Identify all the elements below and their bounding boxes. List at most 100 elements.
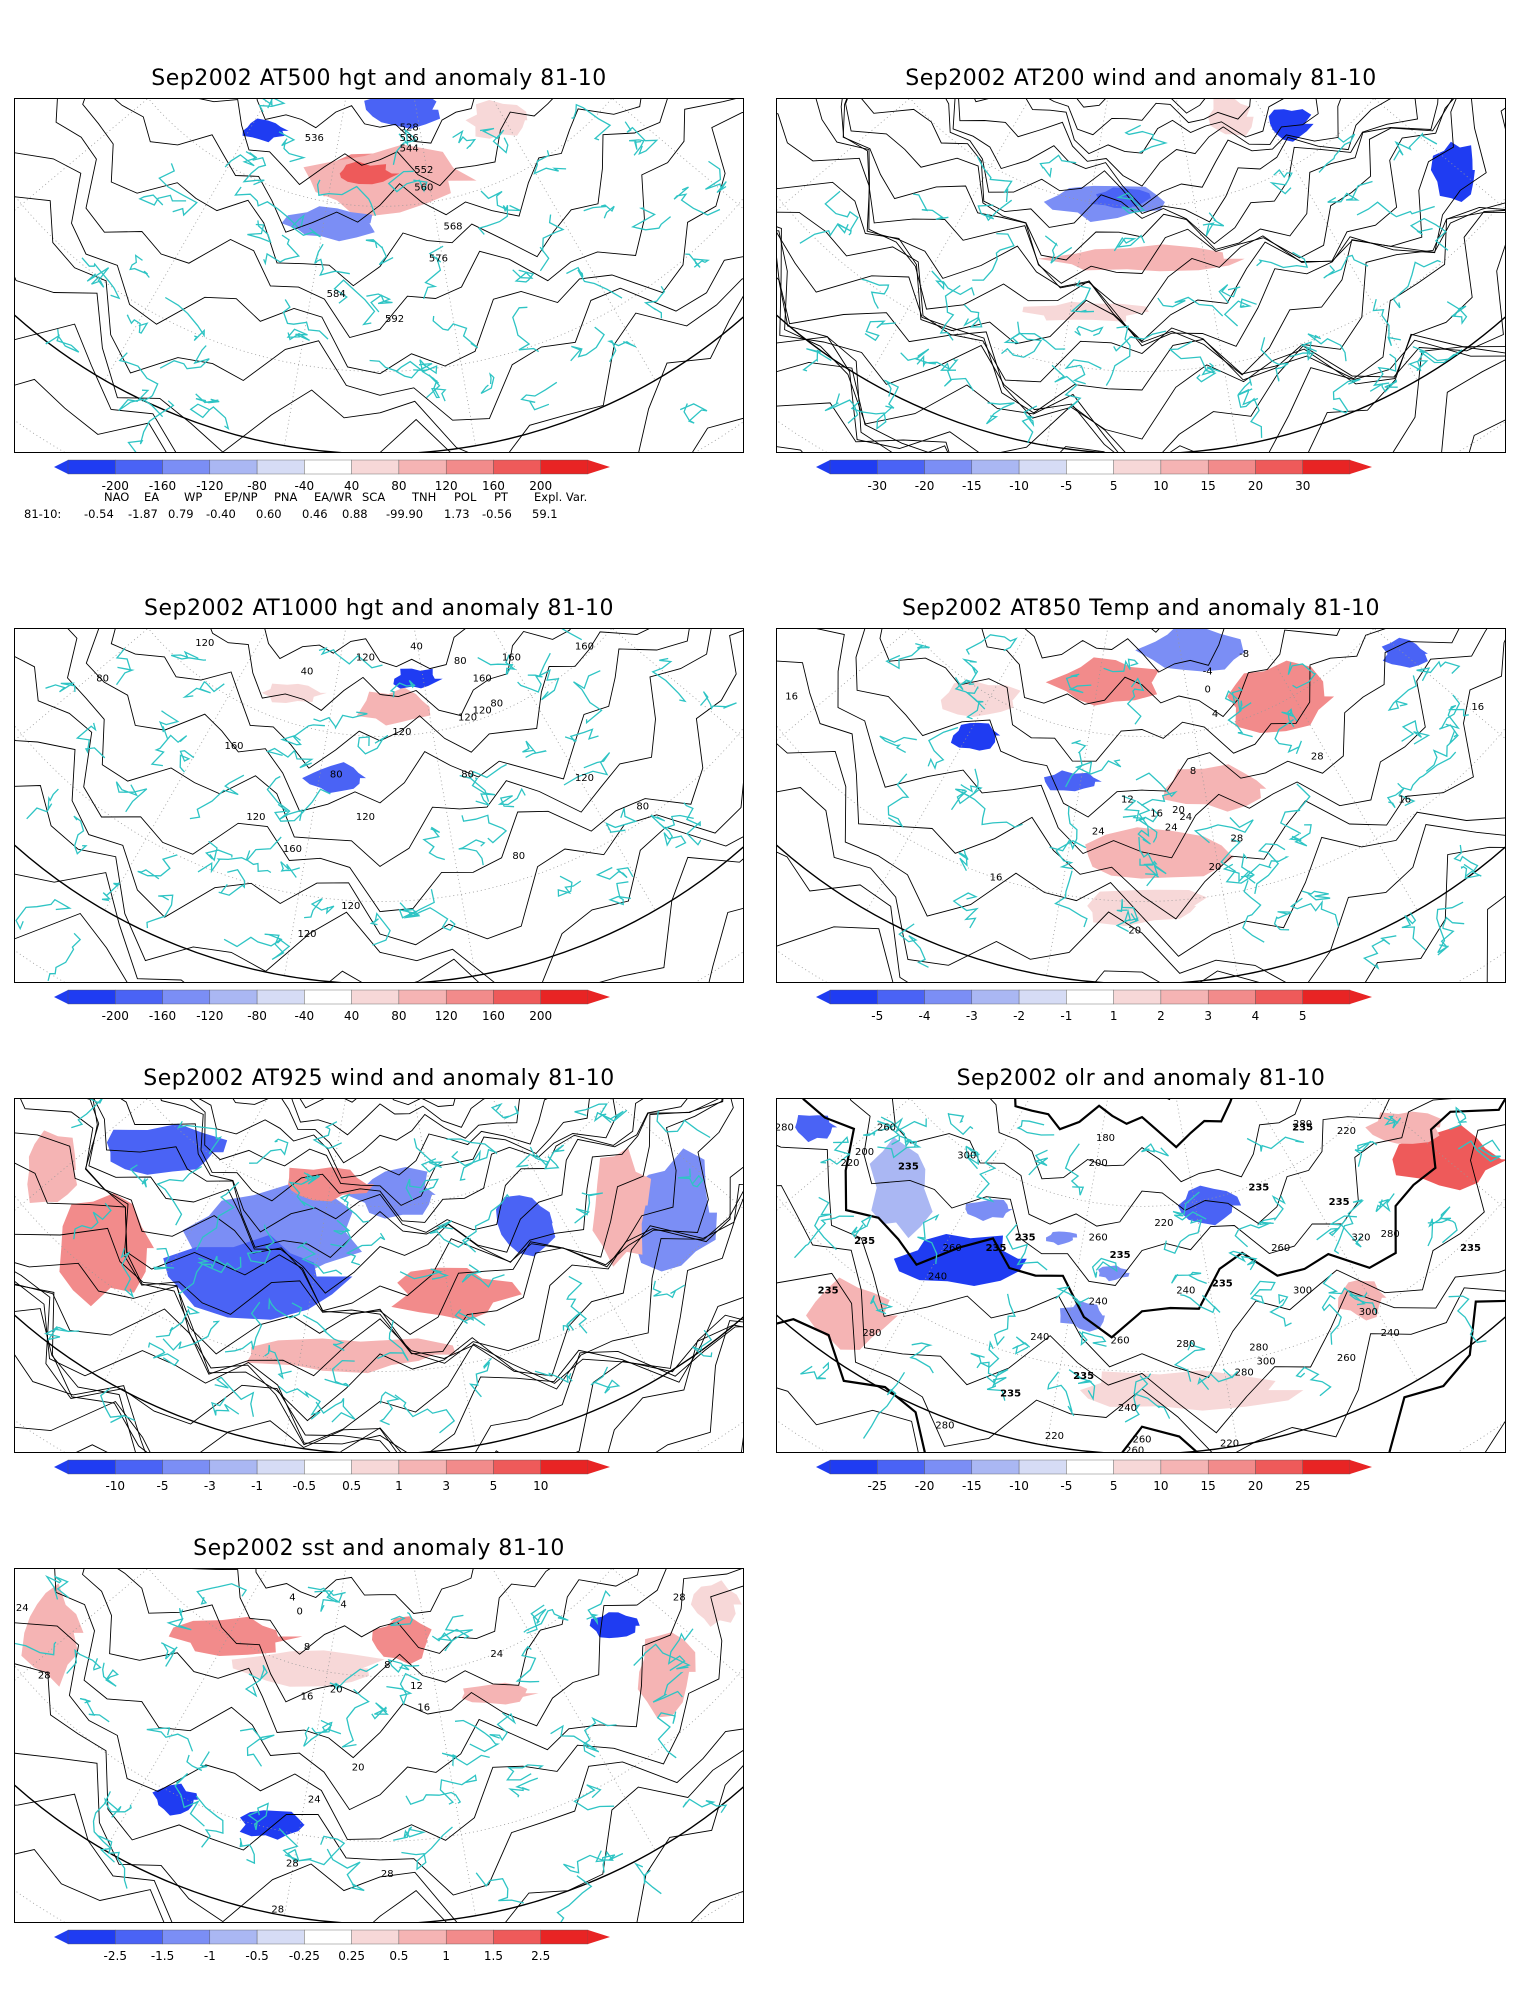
index-row-label: 81-10: — [24, 507, 62, 521]
colorbar: -25 -20 -15 -10 -5 5 10 15 20 25 — [776, 1459, 1416, 1495]
colorbar-swatch — [1255, 1459, 1303, 1475]
map-frame: 120 80 40 120 40 80 160 160 160 80 120 120 160 120 80 1… — [14, 628, 744, 983]
colorbar: -5 -4 -3 -2 -1 1 2 3 4 5 — [776, 989, 1416, 1025]
colorbar-swatch — [115, 1929, 163, 1945]
contour-label: 24 — [16, 1603, 29, 1614]
contour-label: 235 — [898, 1161, 919, 1172]
contour-label: 235 — [1000, 1389, 1021, 1400]
colorbar: -200 -160 -120 -80 -40 40 80 120 160 200 — [14, 989, 654, 1025]
anomaly-shading — [1381, 637, 1428, 668]
map-projection — [15, 629, 743, 982]
coastlines — [45, 99, 727, 452]
map-panel-p2: Sep2002 AT200 wind and anomaly 81-10 -30-… — [776, 60, 1506, 515]
anomaly-shading — [893, 1234, 1027, 1286]
contour-label: 280 — [935, 1421, 954, 1432]
contour-label: -8 — [1239, 649, 1249, 660]
contour-label: 20 — [330, 1685, 343, 1696]
contour-label: 536 — [400, 133, 419, 144]
colorbar-swatch — [1113, 1459, 1162, 1475]
colorbar-swatch — [115, 459, 163, 475]
contour-label: 160 — [224, 741, 243, 752]
contour-label: 260 — [1089, 1232, 1108, 1243]
colorbar-swatch — [1302, 459, 1351, 475]
contour-label: 28 — [673, 1592, 686, 1603]
contour-label: 220 — [840, 1158, 859, 1169]
colorbar-tick-label: -15 — [962, 1479, 982, 1493]
contour-label: 260 — [1111, 1335, 1130, 1346]
colorbar-swatch — [445, 1929, 494, 1945]
colorbar-swatch — [1018, 459, 1067, 475]
colorbar-swatch — [162, 1929, 211, 1945]
contour-label: 160 — [473, 674, 492, 685]
contour-label: 240 — [1118, 1403, 1137, 1414]
anomaly-shading — [869, 1137, 933, 1239]
colorbar-left-arrow — [54, 1460, 68, 1474]
colorbar-tick-label: 1.5 — [484, 1949, 503, 1963]
colorbar-swatch — [877, 459, 925, 475]
colorbar-tick-label: -10 — [105, 1479, 125, 1493]
colorbar-swatch — [1066, 989, 1114, 1005]
colorbar: -200 -160 -120 -80 -40 40 80 120 160 200 — [14, 459, 654, 495]
colorbar-swatch — [445, 989, 494, 1005]
colorbar-tick-label: -80 — [247, 1009, 267, 1023]
contour-label: 28 — [38, 1670, 51, 1681]
colorbar-swatch — [540, 1929, 589, 1945]
contour-label: 160 — [502, 652, 521, 663]
anomaly-shading — [261, 683, 327, 703]
contour-label: 260 — [1132, 1435, 1151, 1446]
colorbar-swatch — [829, 459, 878, 475]
anomaly-shading — [59, 1193, 154, 1307]
contour-label: 28 — [286, 1859, 299, 1870]
contour-label: 568 — [443, 222, 462, 233]
colorbar-tick-label: -0.25 — [289, 1949, 320, 1963]
colorbar-tick-label: -120 — [196, 479, 223, 493]
colorbar-tick-label: -120 — [196, 1009, 223, 1023]
colorbar-tick-label: 10 — [533, 1479, 548, 1493]
colorbar-swatch — [1302, 1459, 1351, 1475]
anomaly-shading — [356, 687, 431, 726]
contour-label: 220 — [1337, 1126, 1356, 1137]
colorbar-swatch — [1160, 459, 1209, 475]
contour-label: 300 — [1257, 1357, 1276, 1368]
colorbar-tick-label: 5 — [1299, 1009, 1307, 1023]
colorbar-left-arrow — [54, 990, 68, 1004]
colorbar-left-arrow — [54, 1930, 68, 1944]
colorbar-swatch — [209, 459, 258, 475]
index-value: -0.56 — [482, 507, 512, 521]
contour-label: 200 — [1089, 1158, 1108, 1169]
anomaly-shading — [1085, 827, 1235, 879]
colorbar-tick-label: -0.5 — [293, 1479, 316, 1493]
map-panel-p3: Sep2002 AT1000 hgt and anomaly 81-10 120 8… — [14, 590, 744, 1045]
contour-label: 28 — [1311, 752, 1324, 763]
contour-label: 80 — [96, 674, 109, 685]
contour-label: 200 — [855, 1147, 874, 1158]
colorbar-tick-label: -1 — [251, 1479, 263, 1493]
colorbar-right-arrow — [588, 460, 610, 474]
colorbar-tick-label: 2 — [1157, 1009, 1165, 1023]
coastlines — [799, 124, 1468, 444]
colorbar-swatch — [162, 459, 211, 475]
contour-label: 235 — [1015, 1232, 1036, 1243]
colorbar-tick-label: 2.5 — [531, 1949, 550, 1963]
index-header: PNA — [274, 490, 298, 504]
contour-label: 220 — [1154, 1218, 1173, 1229]
colorbar-swatch — [540, 459, 589, 475]
map-panel-p6: Sep2002 olr and anomaly 81-1028020022026… — [776, 1060, 1506, 1515]
colorbar-swatch — [971, 459, 1020, 475]
contour-lines — [777, 629, 1505, 982]
anomaly-shading — [168, 1616, 303, 1656]
index-header: WP — [184, 490, 203, 504]
colorbar-swatch — [1066, 459, 1114, 475]
contour-label: 4 — [340, 1599, 346, 1610]
contour-lines — [15, 99, 743, 452]
contour-label: 120 — [575, 773, 594, 784]
map-frame: 24 28 4 0 4 8 8 12 16 20 16 20 24 28 28 28 28 24 — [14, 1568, 744, 1923]
colorbar-swatch — [829, 989, 878, 1005]
colorbar-swatch — [398, 989, 447, 1005]
colorbar-swatch — [493, 459, 541, 475]
colorbar-tick-label: 30 — [1295, 479, 1310, 493]
anomaly-shading — [303, 144, 477, 218]
contour-label: 28 — [271, 1905, 284, 1916]
index-header: POL — [454, 490, 477, 504]
